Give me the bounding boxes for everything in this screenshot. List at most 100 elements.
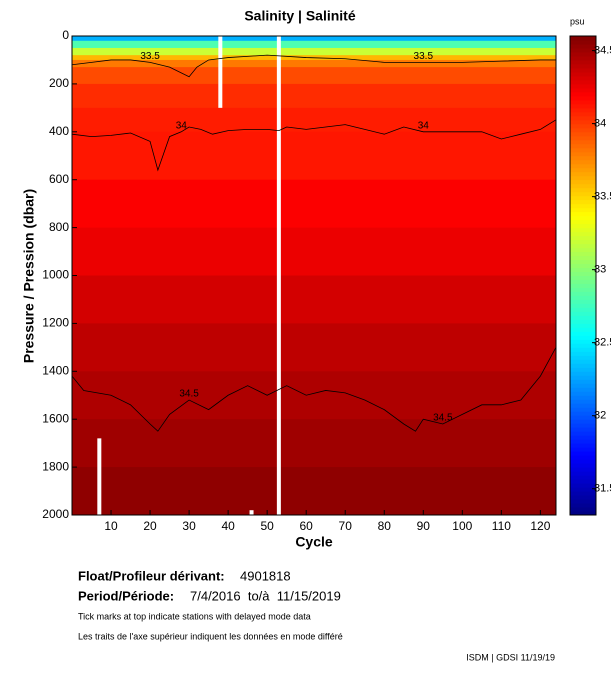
colorbar-cell xyxy=(570,299,596,304)
salinity-band xyxy=(72,67,556,85)
contour-line xyxy=(71,54,556,78)
colorbar-cell xyxy=(570,427,596,432)
colorbar-cell xyxy=(570,219,596,225)
contour-label: 34.5 xyxy=(433,413,453,424)
colorbar-cell xyxy=(570,155,596,161)
period: 7/4/2016 to/à 11/15/2019 xyxy=(190,588,341,603)
colorbar-cell xyxy=(570,375,596,380)
colorbar-cell xyxy=(570,47,596,53)
y-tick-label: 1600 xyxy=(42,411,69,425)
x-tick-label: 100 xyxy=(452,519,472,533)
colorbar-cell xyxy=(570,295,596,300)
colorbar-cell xyxy=(570,179,596,185)
colorbar-cell xyxy=(570,115,596,121)
colorbar-cell xyxy=(570,167,596,173)
colorbar-cell xyxy=(570,55,596,61)
colorbar-cell xyxy=(570,435,596,440)
colorbar-cell xyxy=(570,151,596,157)
colorbar-cell xyxy=(570,507,596,512)
colorbar-cell xyxy=(570,223,596,229)
x-tick-label: 60 xyxy=(300,519,314,533)
colorbar-cell xyxy=(570,455,596,460)
colorbar-cell xyxy=(570,443,596,448)
y-tick-label: 1800 xyxy=(42,459,69,473)
colorbar-tick-label: 32 xyxy=(594,410,606,422)
y-tick-label: 1200 xyxy=(42,316,69,330)
salinity-band xyxy=(72,59,556,68)
x-axis-label: Cycle xyxy=(295,534,333,550)
colorbar-cell xyxy=(570,511,596,516)
y-tick-label: 2000 xyxy=(42,507,69,521)
colorbar-cell xyxy=(570,291,596,296)
colorbar-cell xyxy=(570,483,596,488)
colorbar-cell xyxy=(570,307,596,312)
colorbar-cell xyxy=(570,171,596,177)
colorbar-frame xyxy=(569,35,597,516)
colorbar-cell xyxy=(570,423,596,428)
x-tick-label: 70 xyxy=(339,519,353,533)
x-tick-label: 30 xyxy=(182,519,196,533)
colorbar-cell xyxy=(570,67,596,73)
colorbar-cell xyxy=(570,131,596,137)
colorbar-cell xyxy=(570,239,596,245)
salinity-band xyxy=(72,419,556,468)
colorbar-cell xyxy=(570,63,596,69)
colorbar-cell xyxy=(570,103,596,109)
colorbar-cell xyxy=(570,319,596,324)
contour-line xyxy=(71,119,557,172)
colorbar-cell xyxy=(570,355,596,360)
note-fr: Les traits de l'axe supérieur indiquent … xyxy=(78,631,343,641)
colorbar-cell xyxy=(570,351,596,356)
colorbar-cell xyxy=(570,215,596,221)
colorbar-cell xyxy=(570,407,596,412)
colorbar-cell xyxy=(570,211,596,217)
colorbar-cell xyxy=(570,231,596,237)
colorbar-cell xyxy=(570,75,596,81)
colorbar-cell xyxy=(570,243,596,249)
colorbar-cell xyxy=(570,287,596,292)
colorbar-tick-label: 33 xyxy=(594,264,606,276)
colorbar-cell xyxy=(570,127,596,133)
colorbar-cell xyxy=(570,183,596,189)
colorbar-cell xyxy=(570,431,596,436)
colorbar-cell xyxy=(570,163,596,169)
float-label: Float/Profileur dérivant: xyxy=(78,568,225,583)
contour-label: 34.5 xyxy=(179,389,199,400)
colorbar-cell xyxy=(570,303,596,308)
salinity-band xyxy=(72,131,556,181)
colorbar-tick-label: 34 xyxy=(594,118,606,130)
colorbar-cell xyxy=(570,439,596,444)
colorbar-cell xyxy=(570,123,596,129)
contour-label: 33.5 xyxy=(140,51,160,62)
colorbar-cell xyxy=(570,339,596,344)
y-axis-label: Pressure / Pression (dbar) xyxy=(21,189,37,363)
salinity-band xyxy=(72,179,556,229)
x-tick-label: 120 xyxy=(530,519,550,533)
x-tick-label: 90 xyxy=(417,519,431,533)
colorbar-cell xyxy=(570,91,596,97)
colorbar-cell xyxy=(570,271,596,276)
colorbar-cell xyxy=(570,259,596,265)
colorbar-cell xyxy=(570,415,596,420)
colorbar-cell xyxy=(570,111,596,117)
colorbar-cell xyxy=(570,403,596,408)
contour-label: 34 xyxy=(176,120,188,131)
colorbar-cell xyxy=(570,159,596,165)
colorbar-cell xyxy=(570,503,596,508)
data-gap xyxy=(218,36,223,108)
colorbar-cell xyxy=(570,143,596,149)
contour-line xyxy=(71,347,557,432)
colorbar-cell xyxy=(570,495,596,500)
colorbar-cell xyxy=(570,263,596,269)
data-gap xyxy=(249,510,254,515)
colorbar-cell xyxy=(570,379,596,384)
colorbar-cell xyxy=(570,267,596,273)
colorbar-cell xyxy=(570,335,596,340)
colorbar-cell xyxy=(570,479,596,484)
colorbar-cell xyxy=(570,36,596,41)
colorbar-cell xyxy=(570,411,596,416)
colorbar-cell xyxy=(570,467,596,472)
y-tick-label: 0 xyxy=(62,28,69,42)
